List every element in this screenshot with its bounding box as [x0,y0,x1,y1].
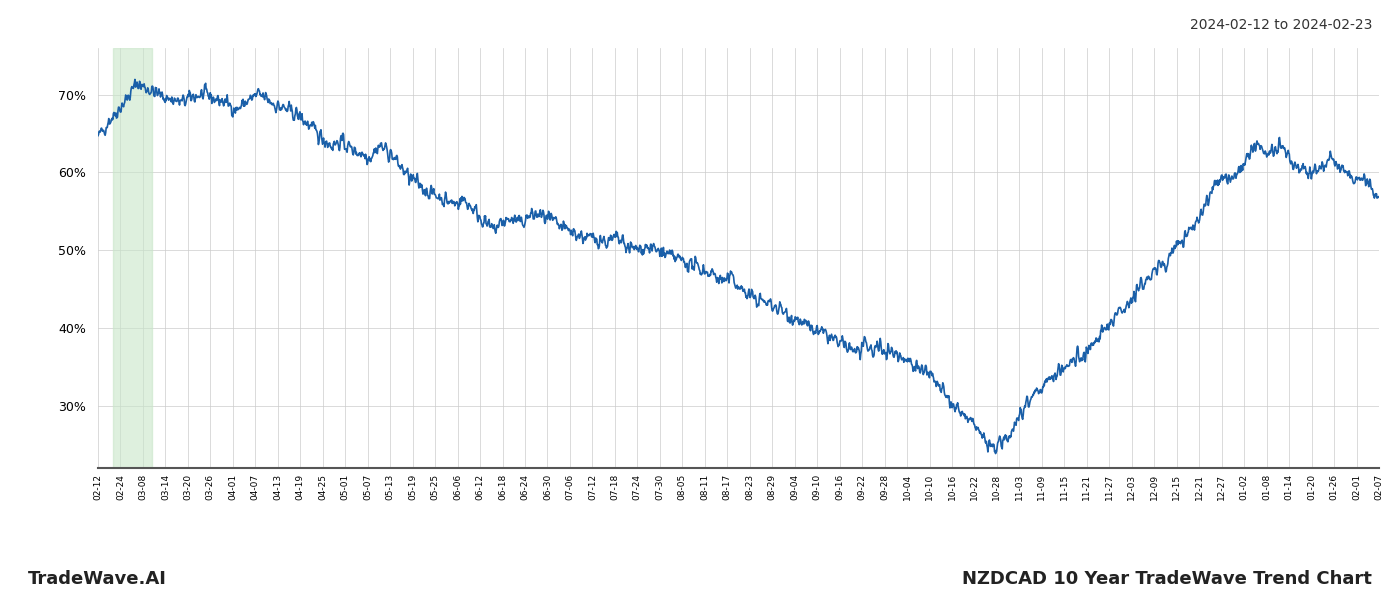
Text: 2024-02-12 to 2024-02-23: 2024-02-12 to 2024-02-23 [1190,18,1372,32]
Text: TradeWave.AI: TradeWave.AI [28,570,167,588]
Text: NZDCAD 10 Year TradeWave Trend Chart: NZDCAD 10 Year TradeWave Trend Chart [962,570,1372,588]
Bar [113,48,151,468]
